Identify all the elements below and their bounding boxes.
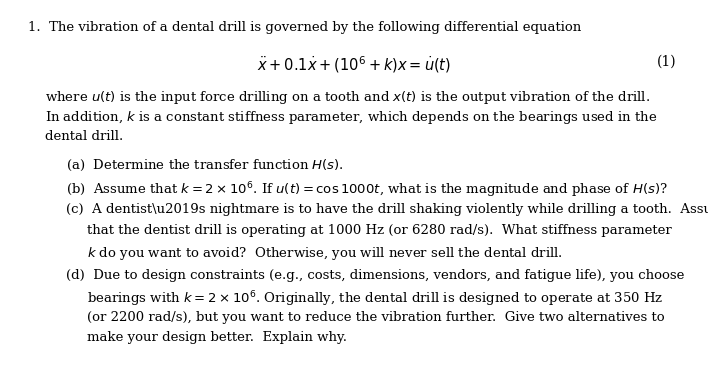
Text: $\ddot{x} + 0.1\dot{x} + (10^6 + k)x = \dot{u}(t)$: $\ddot{x} + 0.1\dot{x} + (10^6 + k)x = \…	[257, 55, 451, 75]
Text: bearings with $k = 2 \times 10^6$. Originally, the dental drill is designed to o: bearings with $k = 2 \times 10^6$. Origi…	[87, 290, 663, 310]
Text: that the dentist drill is operating at 1000 Hz (or 6280 rad/s).  What stiffness : that the dentist drill is operating at 1…	[87, 224, 672, 237]
Text: 1.  The vibration of a dental drill is governed by the following differential eq: 1. The vibration of a dental drill is go…	[28, 21, 581, 34]
Text: make your design better.  Explain why.: make your design better. Explain why.	[87, 331, 347, 344]
Text: In addition, $k$ is a constant stiffness parameter, which depends on the bearing: In addition, $k$ is a constant stiffness…	[45, 109, 658, 126]
Text: (c)  A dentist\u2019s nightmare is to have the drill shaking violently while dri: (c) A dentist\u2019s nightmare is to hav…	[66, 203, 708, 216]
Text: where $u(t)$ is the input force drilling on a tooth and $x(t)$ is the output vib: where $u(t)$ is the input force drilling…	[45, 89, 651, 106]
Text: (1): (1)	[657, 55, 677, 69]
Text: (or 2200 rad/s), but you want to reduce the vibration further.  Give two alterna: (or 2200 rad/s), but you want to reduce …	[87, 311, 665, 324]
Text: $k$ do you want to avoid?  Otherwise, you will never sell the dental drill.: $k$ do you want to avoid? Otherwise, you…	[87, 245, 563, 262]
Text: (b)  Assume that $k = 2 \times 10^6$. If $u(t) = \cos 1000t$, what is the magnit: (b) Assume that $k = 2 \times 10^6$. If …	[66, 181, 668, 200]
Text: (a)  Determine the transfer function $H(s)$.: (a) Determine the transfer function $H(s…	[66, 158, 344, 173]
Text: dental drill.: dental drill.	[45, 130, 123, 143]
Text: (d)  Due to design constraints (e.g., costs, dimensions, vendors, and fatigue li: (d) Due to design constraints (e.g., cos…	[66, 269, 685, 282]
